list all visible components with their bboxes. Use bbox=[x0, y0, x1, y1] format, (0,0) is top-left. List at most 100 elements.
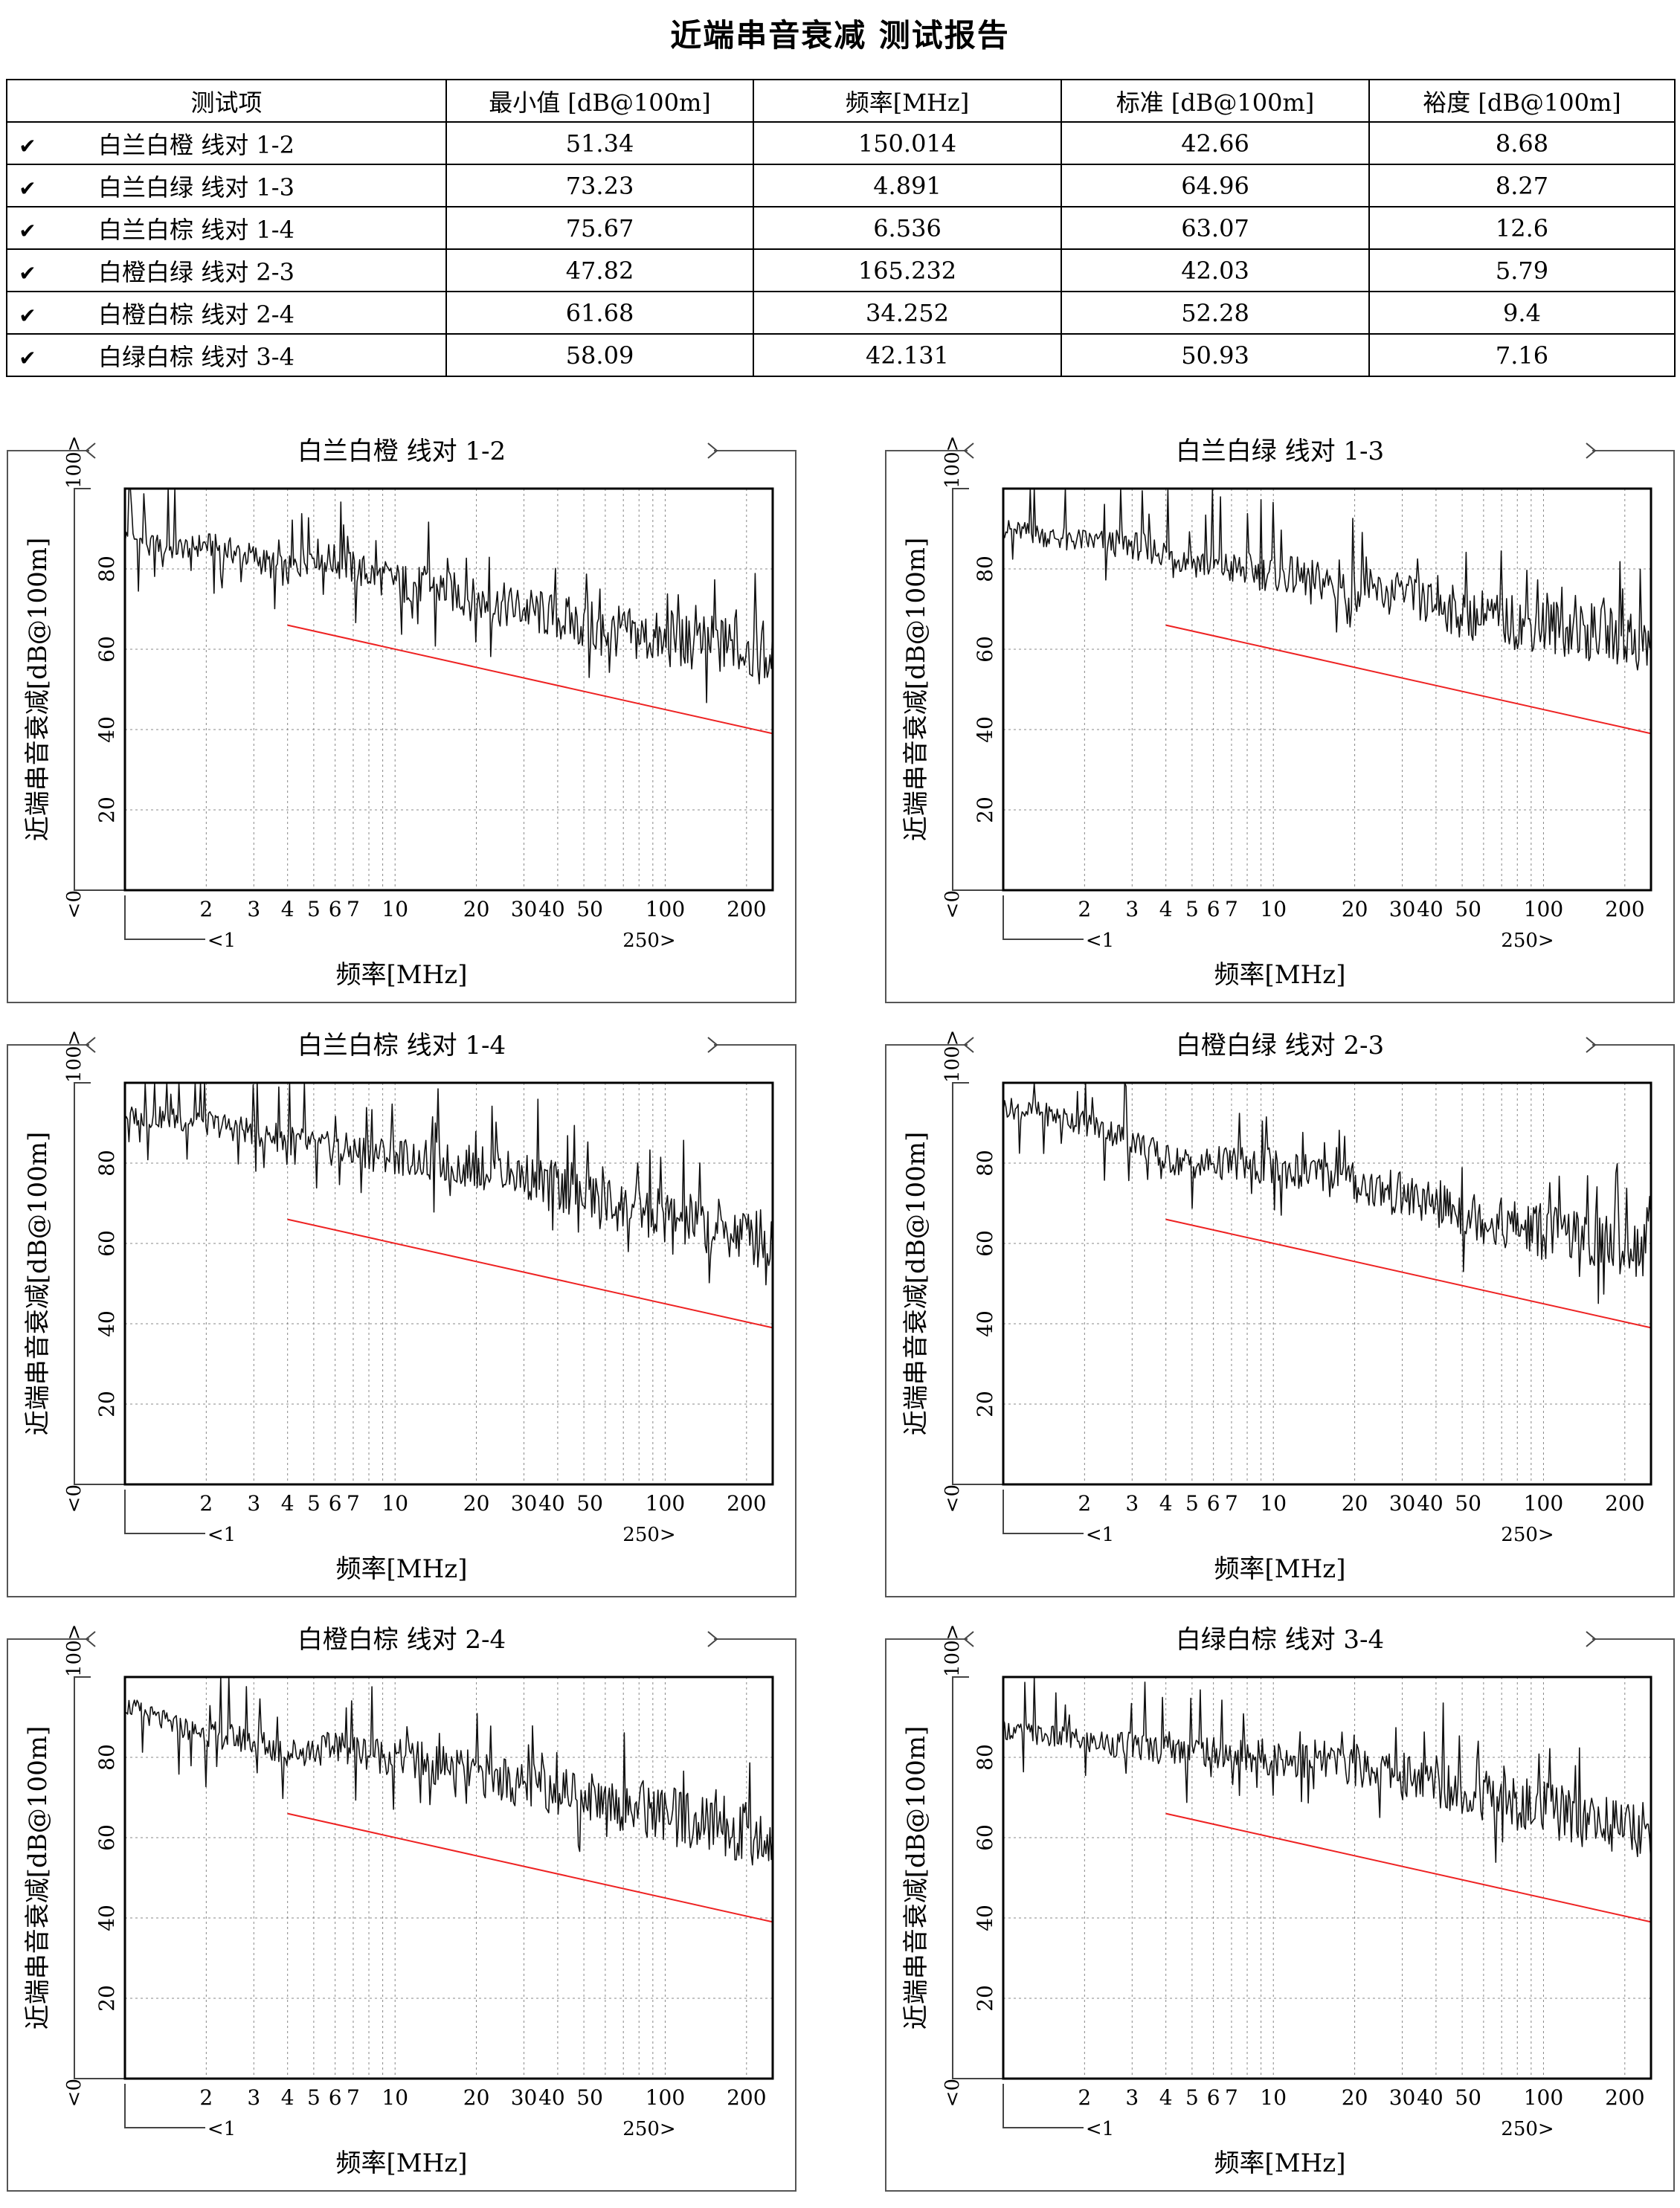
x-tick-label: 3 bbox=[247, 897, 260, 921]
frame-border bbox=[885, 1044, 1675, 1597]
y-axis-label: 近端串音衰减[dB@100m] bbox=[901, 538, 931, 841]
y-range-bracket bbox=[952, 488, 1003, 891]
x-tick-label: 6 bbox=[1207, 1491, 1220, 1516]
table-header-row: 测试项 最小值 [dB@100m] 频率[MHz] 标准 [dB@100m] 裕… bbox=[6, 79, 1676, 123]
x-tick-label: 2 bbox=[1078, 1491, 1091, 1516]
frequency-cell: 150.014 bbox=[753, 121, 1062, 165]
frame-border bbox=[7, 1638, 796, 2192]
y-tick-label: 60 bbox=[94, 1824, 119, 1851]
table-row: ✔ 白橙白棕 线对 2-4 61.68 34.252 52.28 9.4 bbox=[6, 291, 1676, 335]
min-value-cell: 61.68 bbox=[445, 291, 754, 335]
y-range-min-label: <0 bbox=[63, 2079, 86, 2107]
x-axis-label: 频率[MHz] bbox=[336, 1554, 468, 1584]
x-range-bracket bbox=[1002, 1490, 1084, 1534]
angle-right-icon bbox=[1586, 442, 1597, 459]
y-tick-label: 40 bbox=[94, 716, 119, 743]
x-tick-label: 5 bbox=[1185, 897, 1199, 921]
x-axis-label: 频率[MHz] bbox=[1214, 1554, 1346, 1584]
table-row: ✔ 白橙白绿 线对 2-3 47.82 165.232 42.03 5.79 bbox=[6, 248, 1676, 292]
margin-cell: 8.68 bbox=[1368, 121, 1676, 165]
x-tick-label: 100 bbox=[646, 1491, 685, 1516]
x-tick-label: 40 bbox=[538, 897, 565, 921]
x-tick-label: 100 bbox=[1524, 1491, 1563, 1516]
x-range-max-label: 250> bbox=[1501, 1524, 1554, 1546]
x-range-min-label: <1 bbox=[207, 2118, 236, 2140]
y-range-max-label: 100> bbox=[942, 1030, 964, 1083]
column-header: 测试项 bbox=[6, 79, 447, 123]
y-range-max-label: 100> bbox=[942, 436, 964, 489]
chart-title: 白兰白棕 线对 1-4 bbox=[297, 1031, 506, 1060]
y-tick-label: 60 bbox=[94, 1230, 119, 1257]
frame-border bbox=[7, 1044, 796, 1597]
test-item-cell: ✔ 白橙白棕 线对 2-4 bbox=[6, 291, 447, 335]
test-item-cell: ✔ 白绿白棕 线对 3-4 bbox=[6, 333, 447, 377]
x-range-max-label: 250> bbox=[622, 1524, 675, 1546]
y-tick-label: 40 bbox=[973, 1310, 997, 1337]
x-tick-label: 10 bbox=[382, 1491, 408, 1516]
y-range-max-label: 100> bbox=[63, 1030, 86, 1083]
chart-title: 白绿白棕 线对 3-4 bbox=[1176, 1625, 1384, 1655]
pair-label: 白兰白橙 线对 1-2 bbox=[98, 130, 295, 159]
x-tick-label: 10 bbox=[1260, 1491, 1287, 1516]
x-tick-label: 40 bbox=[1417, 897, 1444, 921]
x-tick-label: 50 bbox=[1455, 897, 1481, 921]
standard-cell: 42.03 bbox=[1061, 248, 1370, 292]
x-tick-label: 100 bbox=[1524, 2085, 1563, 2110]
y-tick-label: 80 bbox=[973, 556, 997, 582]
min-value-cell: 73.23 bbox=[445, 164, 754, 207]
test-item-cell: ✔ 白兰白绿 线对 1-3 bbox=[6, 164, 447, 207]
x-tick-label: 7 bbox=[347, 1491, 360, 1516]
x-tick-label: 50 bbox=[1455, 1491, 1481, 1516]
x-tick-label: 6 bbox=[1207, 897, 1220, 921]
x-tick-label: 6 bbox=[329, 1491, 342, 1516]
x-tick-label: 5 bbox=[1185, 1491, 1199, 1516]
pair-label: 白兰白棕 线对 1-4 bbox=[98, 215, 295, 244]
y-range-bracket bbox=[74, 488, 125, 891]
y-range-min-label: <0 bbox=[63, 890, 86, 918]
y-range-min-label: <0 bbox=[942, 2079, 964, 2107]
y-tick-label: 20 bbox=[94, 1391, 119, 1417]
x-range-min-label: <1 bbox=[207, 930, 236, 952]
y-axis-label: 近端串音衰减[dB@100m] bbox=[23, 1132, 53, 1435]
table-row: ✔ 白兰白绿 线对 1-3 73.23 4.891 64.96 8.27 bbox=[6, 164, 1676, 207]
x-tick-label: 20 bbox=[463, 1491, 490, 1516]
x-tick-label: 6 bbox=[329, 897, 342, 921]
y-axis-label: 近端串音衰减[dB@100m] bbox=[901, 1726, 931, 2030]
angle-right-icon bbox=[1586, 1631, 1597, 1647]
x-tick-label: 2 bbox=[199, 2085, 213, 2110]
x-tick-label: 4 bbox=[1159, 2085, 1173, 2110]
x-tick-label: 200 bbox=[727, 1491, 766, 1516]
x-tick-label: 7 bbox=[1225, 1491, 1238, 1516]
margin-cell: 5.79 bbox=[1368, 248, 1676, 292]
measurement-line bbox=[1002, 1082, 1652, 1304]
y-axis-label: 近端串音衰减[dB@100m] bbox=[23, 1726, 53, 2030]
y-range-max-label: 100> bbox=[63, 436, 86, 489]
x-tick-label: 100 bbox=[646, 897, 685, 921]
x-range-max-label: 250> bbox=[622, 930, 675, 952]
x-tick-label: 4 bbox=[281, 2085, 295, 2110]
x-tick-label: 4 bbox=[1159, 1491, 1173, 1516]
x-tick-label: 10 bbox=[382, 897, 408, 921]
x-tick-label: 30 bbox=[511, 897, 538, 921]
x-tick-label: 3 bbox=[247, 2085, 260, 2110]
pair-label: 白兰白绿 线对 1-3 bbox=[98, 173, 295, 202]
y-range-max-label: 100> bbox=[63, 1624, 86, 1677]
x-range-min-label: <1 bbox=[1086, 1524, 1114, 1546]
limit-line bbox=[287, 1218, 773, 1329]
checkmark-icon: ✔ bbox=[19, 218, 36, 243]
x-tick-label: 10 bbox=[1260, 2085, 1287, 2110]
frequency-cell: 165.232 bbox=[753, 248, 1062, 292]
x-tick-label: 7 bbox=[1225, 2085, 1238, 2110]
frequency-cell: 4.891 bbox=[753, 164, 1062, 207]
nxt-chart-1-3: 白兰白绿 线对 1-32 3 4 5 6 7 10 20 30 40 50 100 200<1 250>频… bbox=[885, 436, 1675, 1003]
x-tick-label: 200 bbox=[1605, 1491, 1644, 1516]
checkmark-icon: ✔ bbox=[19, 133, 36, 158]
test-item-cell: ✔ 白兰白棕 线对 1-4 bbox=[6, 206, 447, 250]
y-tick-label: 60 bbox=[94, 636, 119, 663]
table-row: ✔ 白兰白橙 线对 1-2 51.34 150.014 42.66 8.68 bbox=[6, 121, 1676, 165]
x-tick-label: 30 bbox=[511, 2085, 538, 2110]
x-tick-label: 40 bbox=[538, 2085, 565, 2110]
y-tick-label: 60 bbox=[973, 1824, 997, 1851]
y-tick-label: 60 bbox=[973, 636, 997, 663]
page-title: 近端串音衰减 测试报告 bbox=[670, 17, 1010, 54]
